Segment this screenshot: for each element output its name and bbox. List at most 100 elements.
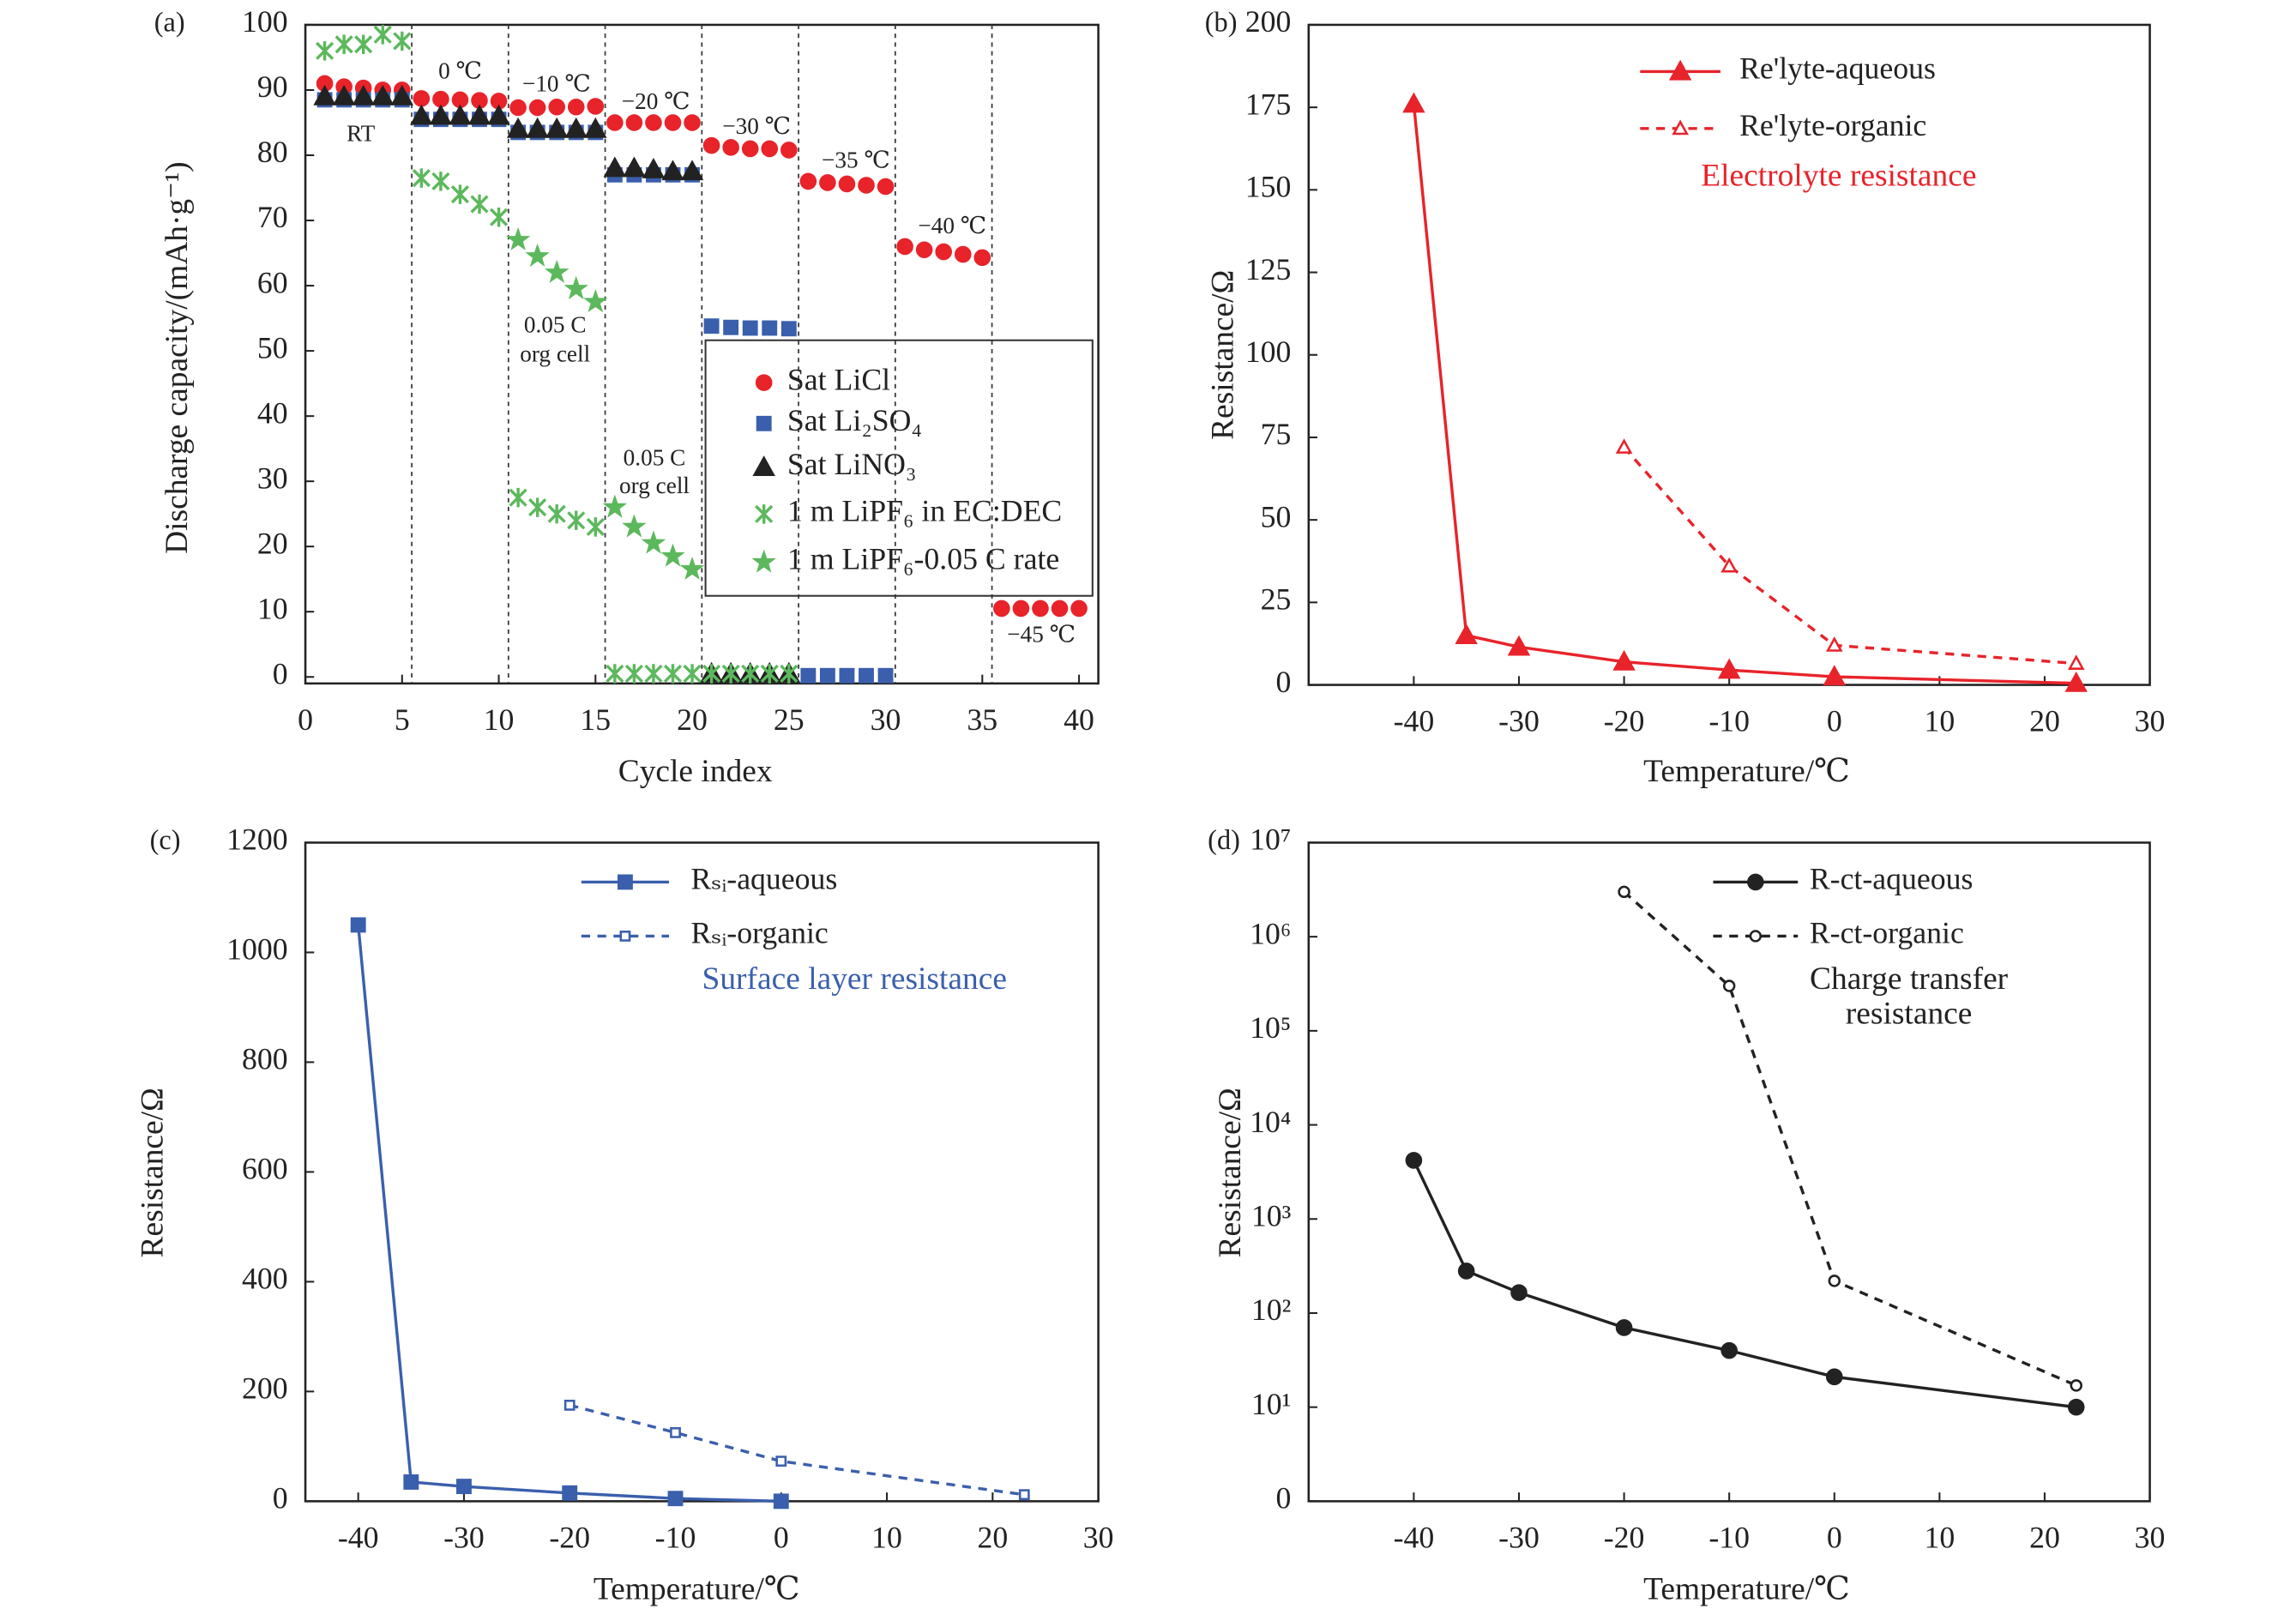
- x-tick-label: 0: [774, 1521, 789, 1555]
- marker: [1457, 1262, 1475, 1280]
- x-tick-label: 35: [967, 702, 997, 737]
- x-tick-label: 25: [774, 702, 805, 737]
- marker: [1455, 624, 1478, 644]
- marker: [679, 556, 705, 580]
- x-tick-label: -30: [1498, 1521, 1540, 1555]
- marker: [563, 275, 588, 299]
- y-tick-label: 10⁷: [1250, 823, 1291, 857]
- marker: [641, 530, 666, 554]
- y-tick-label: 200: [242, 1371, 288, 1406]
- x-tick-label: -10: [1708, 704, 1750, 738]
- marker: [1612, 649, 1636, 671]
- y-tick-label: 25: [1261, 582, 1292, 617]
- marker: [723, 319, 739, 335]
- marker: [1720, 557, 1739, 573]
- legend-label: Sat Li₂SO₄: [787, 403, 922, 437]
- marker: [567, 98, 585, 116]
- marker: [467, 104, 491, 125]
- marker: [703, 318, 720, 334]
- annotation: org cell: [619, 473, 690, 498]
- marker: [1615, 438, 1633, 454]
- marker: [567, 510, 586, 531]
- annotation: Surface layer resistance: [702, 961, 1007, 997]
- y-tick-label: 10⁵: [1250, 1010, 1291, 1045]
- marker: [1051, 600, 1069, 618]
- x-tick-label: 30: [2135, 704, 2166, 738]
- x-tick-label: 30: [2135, 1521, 2166, 1555]
- y-tick-label: 800: [242, 1042, 288, 1076]
- marker: [544, 259, 569, 283]
- marker: [741, 140, 759, 158]
- legend-box: [704, 339, 1094, 597]
- marker: [993, 600, 1010, 618]
- x-tick-label: 10: [484, 702, 515, 737]
- x-axis-label: Cycle index: [618, 754, 773, 789]
- marker: [664, 114, 682, 131]
- legend-label: Re'lyte-organic: [1739, 108, 1926, 142]
- panel-label: (c): [150, 824, 181, 855]
- marker: [619, 931, 631, 942]
- y-tick-label: 10³: [1251, 1198, 1292, 1232]
- x-tick-label: -40: [1394, 704, 1435, 738]
- marker: [606, 114, 624, 131]
- marker: [1668, 59, 1692, 81]
- annotation: Electrolyte resistance: [1701, 158, 1976, 193]
- marker: [509, 487, 527, 508]
- marker: [702, 664, 721, 684]
- legend-label: Sat LiCl: [787, 362, 890, 396]
- series-line: [1623, 890, 2077, 1387]
- annotation: org cell: [520, 341, 590, 367]
- marker: [528, 497, 547, 517]
- marker: [755, 504, 774, 524]
- x-axis-label: Temperature/℃: [1643, 1572, 1850, 1607]
- annotation: 0.05 C: [624, 445, 686, 471]
- marker: [617, 874, 633, 890]
- marker: [859, 667, 874, 684]
- marker: [505, 226, 531, 250]
- marker: [780, 664, 798, 684]
- x-tick-label: -30: [1498, 704, 1540, 738]
- annotation: −35 ℃: [822, 147, 890, 172]
- marker: [403, 1474, 419, 1490]
- x-tick-label: -40: [338, 1521, 379, 1555]
- marker: [667, 1491, 684, 1507]
- y-tick-label: 100: [242, 4, 288, 39]
- marker: [586, 517, 605, 537]
- marker: [1405, 1152, 1423, 1169]
- marker: [393, 31, 412, 51]
- marker: [332, 84, 356, 105]
- marker: [799, 172, 817, 190]
- marker: [548, 98, 565, 116]
- marker: [606, 664, 624, 684]
- y-tick-label: 150: [1245, 170, 1292, 204]
- marker: [755, 374, 773, 391]
- marker: [2070, 1379, 2082, 1392]
- marker: [819, 667, 835, 684]
- marker: [1012, 600, 1030, 618]
- marker: [1717, 658, 1741, 679]
- marker: [352, 84, 375, 105]
- marker: [773, 1493, 789, 1510]
- marker: [583, 289, 608, 313]
- plot-frame: [1307, 23, 2151, 686]
- marker: [660, 543, 685, 567]
- x-axis-label: Temperature/℃: [1643, 754, 1850, 789]
- annotation: resistance: [1846, 997, 1973, 1032]
- marker: [1828, 1275, 1841, 1287]
- y-tick-label: 10¹: [1251, 1387, 1291, 1421]
- marker: [316, 41, 334, 61]
- marker: [1823, 665, 1847, 686]
- marker: [410, 104, 433, 125]
- marker: [487, 104, 510, 125]
- marker: [858, 177, 875, 194]
- marker: [625, 114, 643, 131]
- marker: [642, 158, 666, 178]
- annotation: −30 ℃: [722, 113, 791, 139]
- x-tick-label: 20: [977, 1521, 1008, 1555]
- annotation: −45 ℃: [1007, 622, 1076, 648]
- marker: [670, 1427, 681, 1438]
- marker: [584, 117, 607, 138]
- x-tick-label: 0: [1827, 1521, 1842, 1555]
- marker: [954, 245, 972, 263]
